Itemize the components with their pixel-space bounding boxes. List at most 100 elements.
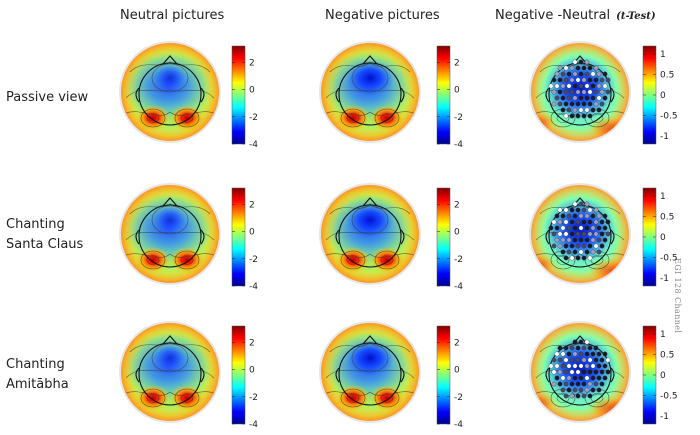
topomap-negative-row-1 (319, 41, 421, 143)
electrode-marker (575, 207, 581, 213)
electrode-marker (557, 231, 563, 237)
electrode-marker (563, 89, 569, 95)
electrode-marker (563, 65, 569, 71)
electrode-marker (593, 89, 599, 95)
electrode-marker (572, 59, 578, 65)
column-title-difference: Negative -Neutral (t-Test) (495, 8, 656, 23)
electrode-marker (554, 213, 560, 219)
electrode-marker (587, 345, 593, 351)
electrode-marker (593, 77, 599, 83)
electrode-marker (551, 369, 557, 375)
electrode-marker (569, 219, 575, 225)
electrode-marker (593, 357, 599, 363)
electrode-marker (575, 393, 581, 399)
electrode-marker (581, 65, 587, 71)
topomap-difference-row-3 (529, 321, 631, 423)
electrode-marker (551, 243, 557, 249)
electrode-marker (557, 357, 563, 363)
electrode-marker (596, 71, 602, 77)
colorbar-tick-label: 2 (454, 338, 460, 348)
colorbar-tick-label: -2 (454, 393, 463, 403)
electrode-marker (560, 351, 566, 357)
electrode-marker (596, 375, 602, 381)
electrode-marker (569, 77, 575, 83)
electrode-marker (584, 83, 590, 89)
electrode-marker (572, 213, 578, 219)
electrode-marker (578, 201, 584, 207)
electrode-marker (551, 101, 557, 107)
electrode-marker (587, 113, 593, 119)
electrode-marker (590, 363, 596, 369)
electrode-marker (578, 363, 584, 369)
electrode-marker (560, 387, 566, 393)
electrode-marker (560, 249, 566, 255)
electrode-marker (605, 369, 611, 375)
electrode-marker (566, 375, 572, 381)
colorbar-tick-label: 0.5 (660, 213, 674, 223)
electrode-marker (587, 357, 593, 363)
electrode-marker (563, 393, 569, 399)
electrode-marker (554, 95, 560, 101)
electrode-marker (590, 375, 596, 381)
electrode-marker (569, 101, 575, 107)
electrode-marker (602, 237, 608, 243)
column-subtitle-t-test: (t-Test) (616, 11, 656, 22)
colorbar-tick-label: 0 (454, 228, 460, 238)
electrode-marker (581, 357, 587, 363)
electrode-marker (584, 237, 590, 243)
electrode-marker (590, 387, 596, 393)
electrode-marker (596, 351, 602, 357)
colorbar-tick-label: -0.5 (660, 253, 678, 263)
electrode-marker (563, 381, 569, 387)
topomap-negative-row-2 (319, 183, 421, 285)
electrode-marker (578, 351, 584, 357)
colorbar-neutral-row-3: 2 0 -2 -4 (231, 325, 258, 430)
colorbar-tick-label: -2 (249, 113, 258, 123)
electrode-marker (587, 381, 593, 387)
electrode-marker (584, 201, 590, 207)
colorbar-neutral-row-2: 2 0 -2 -4 (231, 187, 258, 292)
electrode-marker (581, 381, 587, 387)
colorbar-tick-label: -4 (249, 420, 258, 430)
electrode-marker (575, 357, 581, 363)
electrode-marker (557, 77, 563, 83)
electrode-marker (602, 225, 608, 231)
colorbar-tick-label: -4 (454, 282, 463, 292)
electrode-marker (602, 213, 608, 219)
electrode-marker (554, 83, 560, 89)
colorbar-tick-label: -2 (249, 255, 258, 265)
electrode-marker (563, 357, 569, 363)
electrode-marker (548, 363, 554, 369)
electrode-marker (578, 107, 584, 113)
electrode-marker (584, 375, 590, 381)
electrode-marker (560, 363, 566, 369)
electrode-marker (587, 231, 593, 237)
electrode-marker (593, 369, 599, 375)
electrode-marker (578, 375, 584, 381)
electrode-marker (566, 225, 572, 231)
electrode-marker (581, 231, 587, 237)
electrode-marker (560, 237, 566, 243)
electrode-marker (551, 231, 557, 237)
electrode-marker (581, 255, 587, 261)
colorbar-negative-row-1: 2 0 -2 -4 (436, 45, 463, 150)
colorbar-tick-label: 0 (454, 366, 460, 376)
colorbar-tick-label: -1 (660, 132, 669, 142)
electrode-marker (605, 219, 611, 225)
electrode-marker (605, 89, 611, 95)
electrode-marker (590, 213, 596, 219)
colorbar-tick-label: 0.5 (660, 351, 674, 361)
electrode-marker (560, 95, 566, 101)
electrode-marker (551, 357, 557, 363)
electrode-marker (584, 59, 590, 65)
topomap-negative-row-3 (319, 321, 421, 423)
electrode-marker (575, 243, 581, 249)
colorbar-tick-label: 0 (249, 366, 255, 376)
electrode-marker (596, 237, 602, 243)
colorbar-tick-label: 2 (454, 58, 460, 68)
electrode-marker (560, 375, 566, 381)
row-label-chanting-amitabha: Chanting Amitābha (6, 357, 69, 392)
colorbar-tick-label: -2 (454, 113, 463, 123)
electrode-marker (557, 207, 563, 213)
electrode-marker (575, 369, 581, 375)
